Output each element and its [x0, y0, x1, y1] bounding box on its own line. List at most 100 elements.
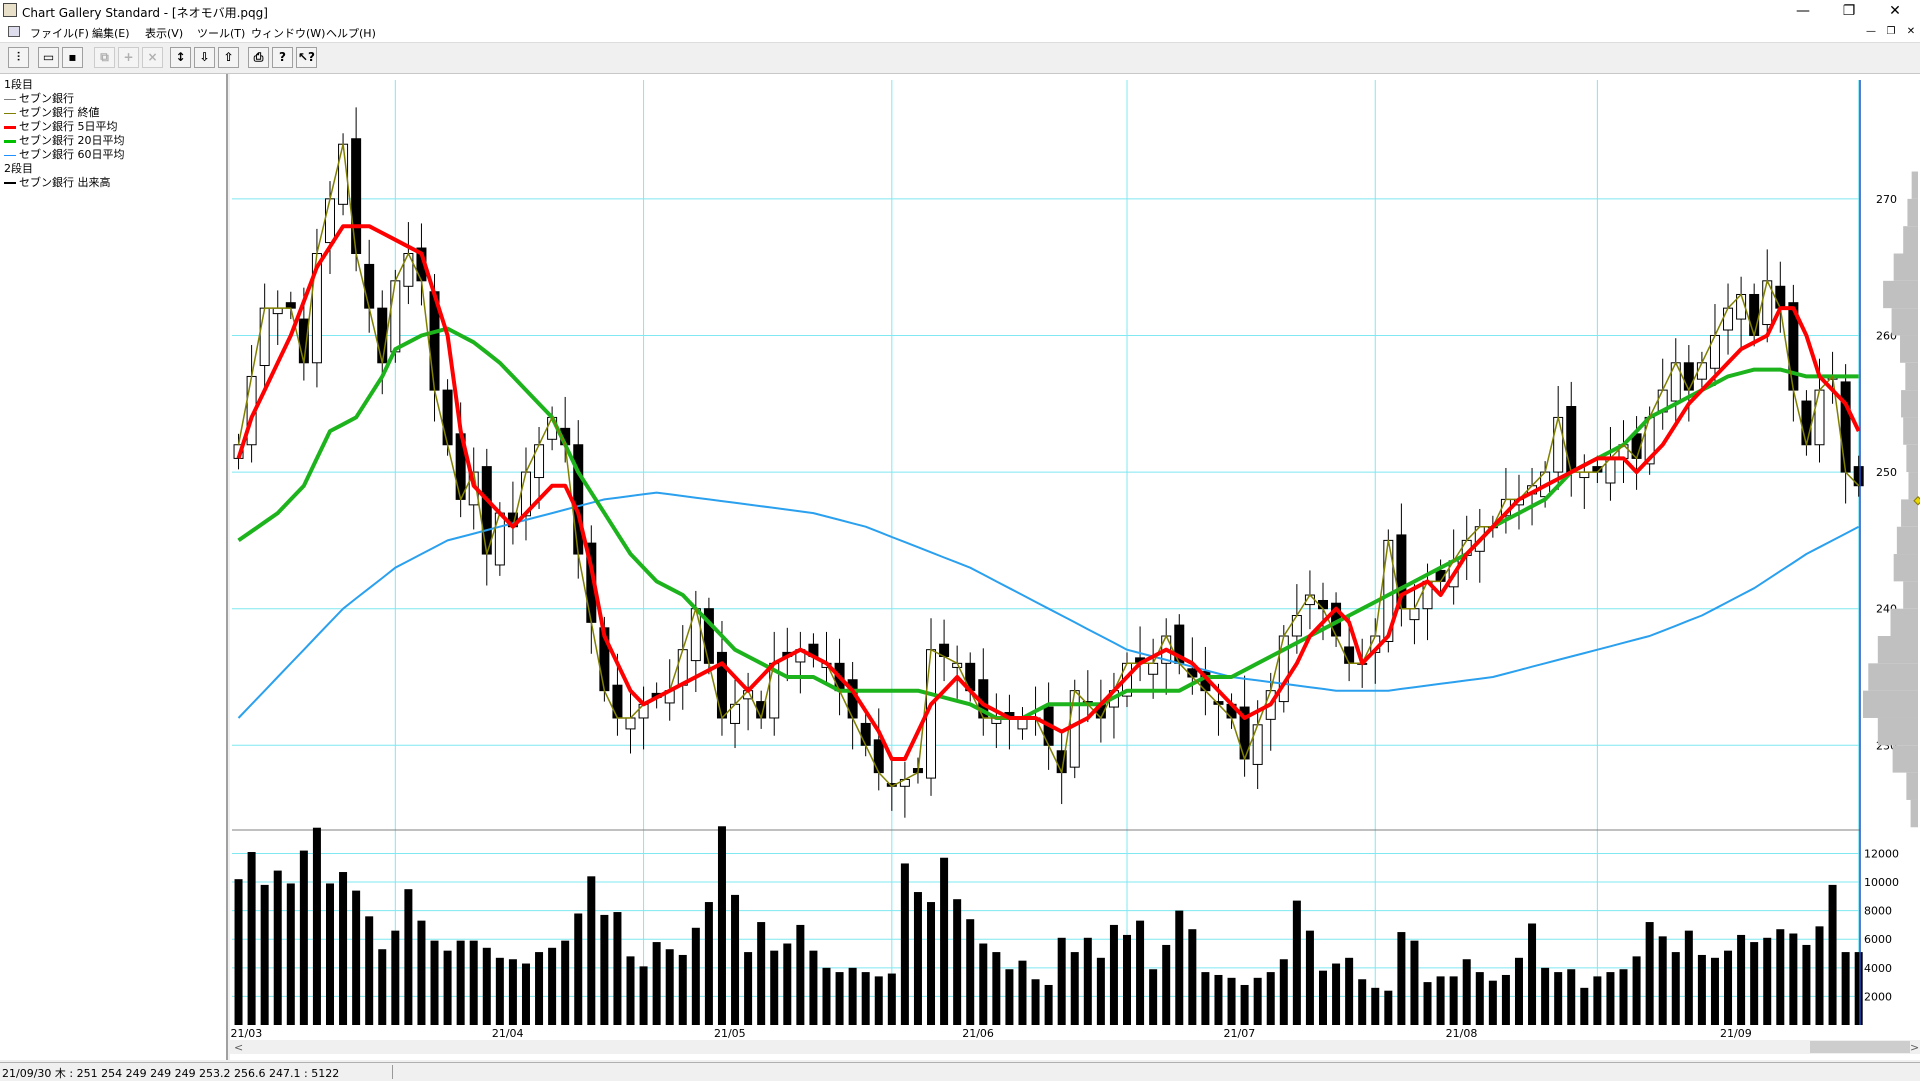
save-icon[interactable]: ▪	[62, 47, 83, 68]
legend-item-close[interactable]: セブン銀行 終値	[4, 104, 100, 120]
volume-bar	[992, 952, 1001, 1025]
print-icon[interactable]: ⎙	[248, 47, 269, 68]
volume-bar	[639, 966, 648, 1025]
volume-bar	[1044, 984, 1053, 1025]
properties-icon[interactable]: ↕	[170, 47, 191, 68]
volume-bar	[1632, 956, 1641, 1025]
volume-bar	[1776, 929, 1785, 1025]
volume-bar	[391, 930, 400, 1025]
date-tick-label: 21/08	[1446, 1027, 1478, 1040]
volume-profile-bar	[1893, 253, 1918, 281]
candle-body	[638, 703, 649, 719]
volume-bar	[535, 952, 544, 1025]
volume-bar	[273, 870, 282, 1025]
legend-section-2[interactable]: 2段目	[4, 162, 33, 175]
volume-bar	[1188, 929, 1197, 1025]
volume-bar	[521, 963, 530, 1025]
volume-bar	[731, 894, 740, 1025]
volume-bar	[1332, 963, 1341, 1025]
volume-bar	[940, 857, 949, 1025]
volume-bar	[247, 852, 256, 1025]
menu-help[interactable]: ヘルプ(H)	[326, 27, 376, 40]
candle-body	[364, 263, 375, 309]
volume-bar	[404, 889, 413, 1025]
candle-body	[1801, 400, 1812, 446]
add-icon[interactable]: +	[118, 47, 139, 68]
legend-item-volume[interactable]: セブン銀行 出来高	[4, 174, 111, 190]
legend-item-ma60[interactable]: セブン銀行 60日平均	[4, 146, 125, 162]
minimize-button[interactable]: —	[1796, 3, 1810, 19]
volume-bar	[1567, 969, 1576, 1025]
legend-section-1[interactable]: 1段目	[4, 78, 33, 91]
legend-item-ma20[interactable]: セブン銀行 20日平均	[4, 132, 125, 148]
volume-bar	[1214, 974, 1223, 1025]
volume-bar	[1697, 954, 1706, 1025]
volume-bar	[1815, 926, 1824, 1025]
volume-profile-bar	[1891, 308, 1918, 336]
candle-body	[1291, 615, 1302, 637]
volume-bar	[1410, 940, 1419, 1025]
volume-bar	[574, 913, 583, 1025]
move-up-icon[interactable]: ⇧	[218, 47, 239, 68]
volume-bar	[1397, 932, 1406, 1025]
volume-tick-label: 4000	[1864, 962, 1892, 975]
volume-bar	[600, 914, 609, 1025]
candle-body	[1553, 416, 1564, 473]
candle-body	[481, 466, 492, 555]
volume-bar	[1684, 930, 1693, 1025]
restore-button[interactable]: ❐	[1842, 3, 1856, 19]
menu-edit[interactable]: 編集(E)	[92, 27, 130, 40]
delete-icon[interactable]: ×	[142, 47, 163, 68]
volume-bar	[1345, 957, 1354, 1025]
chart-area[interactable]: 2302402502602702000400060008000100001200…	[230, 74, 1920, 1060]
menu-view[interactable]: 表示(V)	[145, 27, 184, 40]
volume-bar	[626, 956, 635, 1025]
document-icon[interactable]	[8, 26, 20, 37]
mdi-minimize-button[interactable]: —	[1866, 26, 1876, 37]
volume-profile-bar	[1906, 772, 1918, 800]
volume-bar	[1149, 969, 1158, 1025]
volume-bar	[299, 850, 308, 1025]
volume-bar	[339, 872, 348, 1025]
volume-bar	[744, 952, 753, 1025]
volume-bar	[691, 927, 700, 1025]
menu-window[interactable]: ウィンドウ(W)	[251, 27, 326, 40]
volume-profile-bar	[1907, 198, 1918, 227]
volume-bar	[822, 967, 831, 1025]
volume-bar	[482, 947, 491, 1025]
volume-bar	[848, 967, 857, 1025]
volume-bar	[1057, 937, 1066, 1025]
candle-body	[860, 722, 871, 746]
close-button[interactable]: ✕	[1889, 3, 1901, 19]
candle-body	[272, 307, 283, 315]
price-tick-label: 250	[1876, 466, 1897, 479]
menu-tools[interactable]: ツール(T)	[197, 27, 246, 40]
copy-icon[interactable]: ⧉	[94, 47, 115, 68]
volume-bar	[286, 883, 295, 1025]
move-down-icon[interactable]: ⇩	[194, 47, 215, 68]
mdi-restore-button[interactable]: ❐	[1886, 26, 1896, 37]
legend-item-ma5[interactable]: セブン銀行 5日平均	[4, 118, 118, 134]
app-chart-icon[interactable]	[3, 3, 17, 17]
candle-body	[351, 138, 362, 254]
volume-bar	[678, 954, 687, 1025]
legend-item-seven-bank[interactable]: セブン銀行	[4, 90, 74, 106]
date-tick-label: 21/03	[231, 1027, 263, 1040]
volume-bar	[1109, 924, 1118, 1025]
mdi-close-button[interactable]: ✕	[1906, 26, 1916, 37]
chart-icon[interactable]: ⫶	[8, 47, 29, 68]
open-folder-icon[interactable]: ▭	[38, 47, 59, 68]
volume-bar	[561, 940, 570, 1025]
volume-bar	[1841, 952, 1850, 1025]
help-icon[interactable]: ?	[272, 47, 293, 68]
volume-bar	[1514, 957, 1523, 1025]
date-tick-label: 21/05	[714, 1027, 746, 1040]
volume-bar	[900, 863, 909, 1025]
menu-file[interactable]: ファイル(F)	[30, 27, 89, 40]
volume-bar	[1580, 987, 1589, 1025]
context-help-icon[interactable]: ↖?	[296, 47, 317, 68]
volume-bar	[325, 883, 334, 1025]
volume-bar	[456, 940, 465, 1025]
volume-bar	[1528, 923, 1537, 1025]
volume-profile-bar	[1877, 636, 1918, 664]
